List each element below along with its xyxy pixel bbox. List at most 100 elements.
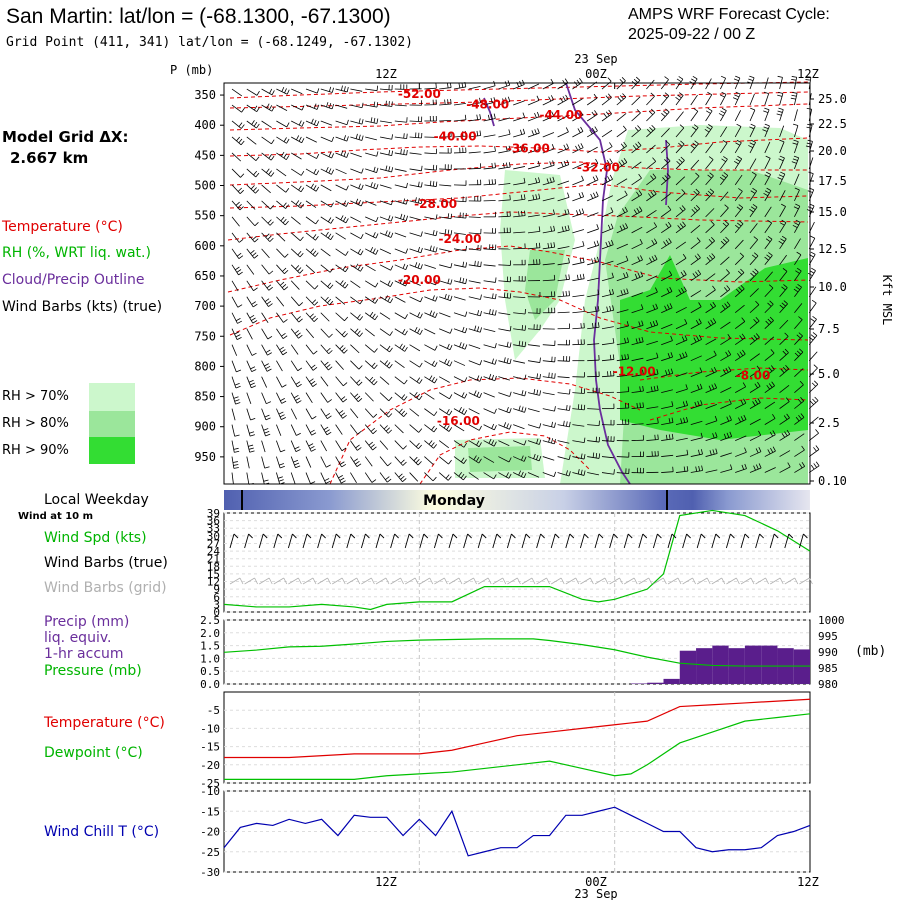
wind-barb	[572, 175, 584, 186]
wind-barb-shaft	[231, 296, 239, 308]
wind-barb	[587, 289, 600, 298]
wind-barb-flag	[638, 190, 643, 195]
wind-barb-shaft	[734, 370, 746, 378]
wind-barb-flag	[693, 124, 699, 128]
wind-barb-grid-flag	[341, 577, 346, 585]
wind-barb-flag	[728, 366, 732, 372]
wind-barb-flag	[444, 358, 448, 364]
wind-barb-flag	[521, 79, 525, 85]
wind-barb-flag	[605, 95, 610, 100]
wind-barb-shaft	[675, 241, 687, 250]
model-grid-value: 2.667 km	[10, 149, 88, 167]
wind-barb-flag	[435, 214, 438, 220]
wind-barb-true-flag	[438, 533, 443, 539]
wind-barb-shaft	[527, 376, 540, 380]
wind-barb-flag	[539, 423, 542, 429]
wind-barb	[705, 220, 715, 234]
wind-barb	[468, 294, 482, 300]
wind-barb-flag	[494, 425, 497, 431]
wind-barb	[764, 430, 776, 441]
wind-barb-shaft	[734, 304, 745, 314]
wind-barb-true-flag	[335, 533, 341, 539]
wind-barb	[527, 83, 540, 90]
wind-barb-flag	[680, 271, 685, 277]
wind-barb	[290, 472, 296, 485]
wind-barb	[661, 466, 674, 473]
wind-barb-true-flag	[467, 533, 472, 539]
wind-barb	[749, 288, 759, 298]
dewpoint-line	[224, 713, 811, 780]
wind-barb-shaft	[572, 98, 583, 106]
wind-barb	[379, 328, 393, 336]
wind-barb-flag	[618, 161, 623, 166]
wind-barb-shaft	[616, 260, 629, 266]
wind-barb	[661, 417, 674, 425]
wind-barb-shaft	[261, 440, 266, 453]
wind-barb-shaft	[720, 436, 732, 441]
wind-barb-flag	[607, 224, 611, 230]
wind-barb	[601, 456, 614, 459]
wind-barb	[409, 152, 422, 155]
wind-barb	[542, 406, 556, 412]
wind-barb-shaft	[690, 388, 703, 394]
wind-barb	[246, 424, 255, 437]
wind-barb-flag	[419, 329, 423, 335]
wind-barb-flag	[478, 425, 482, 431]
wind-barb-shaft	[764, 434, 776, 441]
wind-barb-flag	[443, 423, 448, 429]
wind-barb-flag	[640, 255, 643, 261]
wind-barb-flag	[250, 417, 256, 421]
wind-barb-shaft	[720, 403, 732, 409]
wind-barb-flag	[624, 190, 628, 196]
wind-barb-shaft	[735, 435, 747, 441]
wind-barb	[675, 335, 688, 346]
wind-barb	[379, 184, 392, 189]
wind-barb-shaft	[305, 232, 316, 241]
wind-barb	[660, 238, 672, 250]
wind-barb-flag	[310, 429, 315, 433]
wind-barb-flag	[283, 153, 287, 159]
wind-barb-shaft	[246, 392, 252, 405]
wind-barb-shaft	[587, 343, 600, 346]
wind-barb-flag	[726, 285, 731, 290]
wind-barb-flag	[387, 462, 392, 467]
wind-barb-shaft	[483, 472, 494, 480]
wind-barb-shaft	[305, 88, 318, 94]
wind-barb-flag	[695, 271, 699, 276]
kft-tick-label: 0.10	[818, 474, 847, 488]
wind-barb	[261, 344, 272, 356]
wind-barb-flag	[266, 103, 270, 109]
wind-barb-flag	[252, 303, 258, 308]
wind-barb	[379, 392, 393, 402]
wind-barb-shaft	[542, 197, 555, 202]
wind-barb-shaft	[631, 423, 644, 426]
wind-barb-flag	[296, 135, 300, 141]
wind-barb-flag	[668, 270, 673, 276]
wind-barb-flag	[607, 176, 611, 181]
wind-barb-flag	[538, 456, 542, 461]
wind-barb-shaft	[231, 88, 243, 97]
wind-barb-shaft	[483, 344, 496, 349]
temperature-contour	[419, 431, 591, 485]
wind-barb-flag	[465, 245, 467, 251]
wind-barb-flag	[792, 91, 798, 94]
wind-barb-flag	[328, 103, 332, 109]
wind-barb-true	[594, 533, 600, 549]
wind-barb-flag	[521, 341, 524, 347]
wind-barb-flag	[740, 416, 744, 421]
wind-barb-flag	[575, 145, 579, 151]
wind-barb	[439, 184, 452, 187]
wind-barb-true	[550, 533, 556, 549]
wind-barb-shaft	[631, 243, 643, 250]
wind-barb-flag	[524, 374, 527, 380]
wind-barb-flag	[432, 476, 437, 482]
wind-barb-flag	[265, 417, 271, 421]
wind-barb-flag	[567, 208, 570, 214]
wind-barb-flag	[413, 456, 418, 462]
wind-panel-ytick-label: 0	[213, 606, 220, 619]
wind-barb-flag	[414, 262, 418, 268]
wind-barb-flag	[806, 142, 812, 145]
wind-barb	[261, 360, 272, 372]
wind-barb	[542, 437, 556, 445]
